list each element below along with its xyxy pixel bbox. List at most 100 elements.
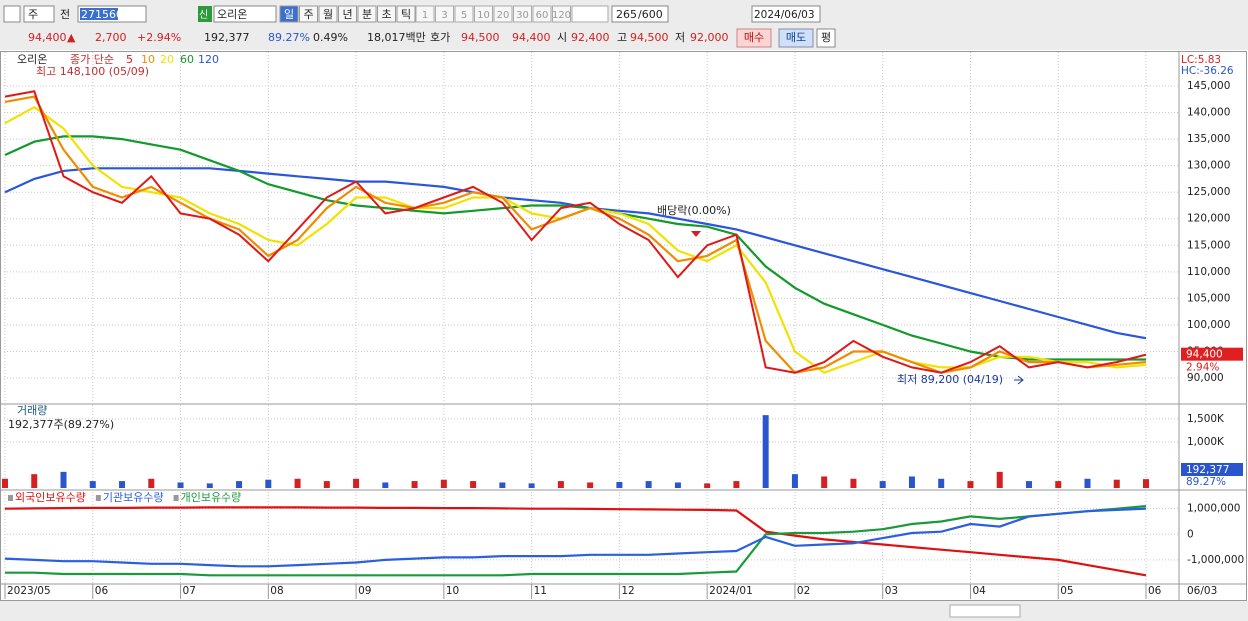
sell-button[interactable] [778,28,814,48]
volume-bar [499,482,506,488]
unit-button[interactable] [299,5,318,23]
info-low: 92,000 [690,31,729,44]
y-tick-label: 110,000 [1187,266,1230,278]
tick-button[interactable] [513,5,532,23]
unit-button[interactable] [279,5,299,23]
x-tick-label: 03 [885,585,898,597]
volume-bar [791,474,798,488]
volume-bar [850,478,857,488]
volume-bar [148,478,155,488]
volume-bar [265,479,272,488]
unit-button[interactable] [357,5,377,23]
tick-button[interactable] [454,5,474,23]
last-volume-box [1181,463,1243,476]
y-tick-label: 105,000 [1187,292,1230,304]
legend-entry: 기관보유수량 [103,491,164,504]
x-tick-label: 02 [797,585,810,597]
volume-bar [177,482,184,488]
info-bid: 94,400 [512,31,551,44]
info-high: 94,500 [630,31,669,44]
info-open-label: 시 [557,31,567,44]
x-tick-label: 05 [1060,585,1073,597]
unit[interactable]: 틱 [401,8,411,21]
tick-unit[interactable]: 60 [536,10,549,21]
tick-button[interactable] [435,5,454,23]
stock-name[interactable]: 오리온 [217,8,247,21]
volume-bar [587,482,594,488]
period[interactable]: 주 [28,8,38,21]
prev-button[interactable]: 전 [60,8,70,21]
tick-unit[interactable]: 3 [441,10,447,21]
volume-bar [967,481,974,488]
info-open: 92,400 [571,31,610,44]
tick-button[interactable] [415,5,435,23]
volume-bar [996,471,1003,488]
date[interactable]: 2024/06/03 [754,9,815,21]
volume-bar [645,481,652,488]
lc-label: LC:5.83 [1181,54,1221,66]
volume-bar [1143,479,1149,488]
volume-bar [440,479,447,488]
volume-bar [1025,481,1032,488]
y-tick-label: 135,000 [1187,133,1230,145]
series-line [4,135,1146,361]
tick-unit[interactable]: 10 [477,10,490,21]
volume-bar [733,481,740,488]
tick-input[interactable] [571,5,609,23]
tick-unit[interactable]: 20 [497,10,510,21]
unit-button[interactable] [318,5,338,23]
count-input[interactable] [611,5,669,23]
scrollbar[interactable] [0,601,1248,621]
series-line [4,507,1147,568]
tick-unit[interactable]: 120 [552,10,571,21]
period-select[interactable] [23,5,55,23]
tick-button[interactable] [532,5,552,23]
buy-button[interactable] [736,28,772,48]
info-quote-label: 호가 [430,31,450,44]
scroll-thumb[interactable] [949,604,1021,618]
buy-text[interactable]: 매수 [744,31,764,44]
volume-bar [908,476,915,488]
badge-text[interactable]: 신 [199,9,208,21]
tick-button[interactable] [474,5,493,23]
x-tick-label: 2023/05 [7,585,51,597]
code[interactable]: 271560 [81,8,123,21]
tick-unit[interactable]: 30 [516,10,529,21]
y-tick-label: 140,000 [1187,107,1230,119]
tick-unit[interactable]: 1 [422,10,428,21]
unit-button[interactable] [338,5,357,23]
last-price: 94,400 [1186,349,1223,361]
avg-text[interactable]: 평 [821,31,831,44]
tick-button[interactable] [552,5,571,23]
max-count: /600 [638,8,663,21]
menu-icon[interactable] [3,5,21,23]
unit[interactable]: 분 [362,8,372,21]
unit-button[interactable] [396,5,416,23]
legend-entry: 외국인보유수량 [15,491,86,504]
count[interactable]: 265 [616,8,637,21]
unit[interactable]: 일 [284,7,294,21]
sell-text[interactable]: 매도 [786,31,806,44]
ma-label: 종가 단순 [70,53,114,66]
volume-bar [938,478,945,488]
badge[interactable] [198,6,212,22]
legend-entry: 5 [126,53,133,66]
volume-bar [557,481,564,488]
low-annotation: 최저 89,200 (04/19) [897,373,1003,386]
unit[interactable]: 초 [381,8,391,21]
name-input[interactable] [213,5,277,23]
volume-bar [616,482,623,488]
unit[interactable]: 년 [342,8,352,21]
date-input[interactable] [751,5,821,23]
avg-button[interactable] [816,28,836,48]
tick-button[interactable] [493,5,513,23]
unit[interactable]: 월 [323,8,333,21]
unit-button[interactable] [377,5,396,23]
unit[interactable]: 주 [303,8,313,21]
y-tick-label: 90,000 [1187,372,1224,384]
legend-swatch [95,495,101,501]
series-line [4,95,1147,374]
tick-unit[interactable]: 5 [461,10,467,21]
volume-bar [762,415,769,488]
